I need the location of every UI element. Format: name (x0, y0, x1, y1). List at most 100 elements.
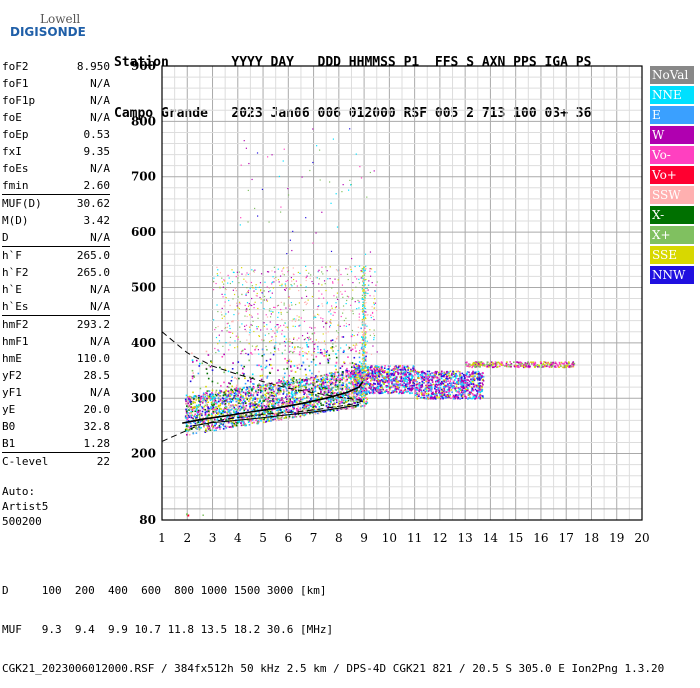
echo-point (476, 373, 478, 375)
echo-point (255, 412, 257, 414)
echo-point (261, 302, 262, 303)
echo-point (308, 394, 310, 396)
echo-point (239, 302, 240, 303)
echo-point (480, 361, 482, 363)
echo-point (217, 273, 218, 274)
echo-point (559, 363, 561, 365)
echo-point (230, 305, 231, 306)
echo-point (199, 422, 201, 424)
echo-point (474, 375, 476, 377)
echo-point (472, 365, 474, 367)
echo-point (555, 366, 557, 368)
echo-point (443, 380, 445, 382)
echo-point (294, 416, 296, 418)
echo-point (415, 384, 417, 386)
echo-point (473, 378, 475, 380)
echo-point (228, 382, 230, 384)
echo-point (399, 369, 401, 371)
echo-point (210, 407, 212, 409)
echo-point (354, 376, 356, 378)
echo-point (527, 361, 529, 363)
echo-point (373, 368, 375, 370)
echo-point (341, 374, 343, 376)
echo-point (449, 387, 451, 389)
echo-point (426, 393, 428, 395)
echo-point (209, 390, 211, 392)
echo-point (252, 422, 254, 424)
echo-point (278, 348, 279, 349)
echo-point (347, 371, 349, 373)
echo-point (330, 319, 331, 320)
echo-point (239, 400, 241, 402)
echo-point (478, 387, 480, 389)
echo-point (479, 379, 481, 381)
echo-point (352, 376, 354, 378)
echo-point (253, 392, 255, 394)
echo-point (529, 366, 531, 368)
echo-point (253, 291, 254, 292)
echo-point (412, 387, 414, 389)
echo-point (284, 304, 285, 305)
echo-point (268, 420, 270, 422)
echo-point (215, 394, 217, 396)
echo-point (330, 381, 332, 383)
echo-point (419, 387, 421, 389)
echo-point (204, 409, 206, 411)
echo-point (396, 386, 398, 388)
echo-point (221, 410, 223, 412)
echo-point (296, 365, 298, 367)
echo-point (277, 317, 278, 318)
echo-point (351, 393, 353, 395)
echo-point (203, 409, 205, 411)
echo-point (335, 381, 337, 383)
echo-point (195, 399, 197, 401)
echo-point (463, 374, 465, 376)
echo-point (430, 389, 432, 391)
echo-point (236, 422, 238, 424)
echo-point (192, 361, 194, 363)
echo-point (458, 389, 460, 391)
echo-point (359, 361, 361, 363)
echo-point (447, 378, 449, 380)
echo-point (208, 396, 210, 398)
echo-point (333, 403, 335, 405)
echo-point (236, 378, 238, 380)
echo-point (445, 385, 447, 387)
echo-point (218, 326, 219, 327)
echo-point (280, 390, 282, 392)
echo-point (208, 354, 210, 356)
echo-point (340, 347, 341, 348)
echo-point (444, 389, 446, 391)
echo-point (385, 372, 387, 374)
echo-point (225, 426, 227, 428)
echo-point (218, 351, 219, 352)
echo-point (370, 368, 372, 370)
echo-point (391, 392, 393, 394)
echo-point (294, 391, 296, 393)
echo-point (335, 302, 336, 303)
echo-point (336, 380, 338, 382)
echo-point (208, 425, 210, 427)
echo-point (350, 400, 352, 402)
echo-point (203, 426, 205, 428)
echo-point (353, 370, 355, 372)
echo-point (187, 396, 189, 398)
echo-point (243, 406, 245, 408)
echo-point (432, 397, 434, 399)
echo-point (301, 397, 303, 399)
echo-point (381, 370, 383, 372)
echo-point (232, 362, 234, 364)
echo-point (196, 408, 198, 410)
echo-point (431, 376, 433, 378)
echo-point (349, 375, 351, 377)
echo-point (389, 389, 391, 391)
echo-point (233, 415, 235, 417)
echo-point (223, 426, 225, 428)
echo-point (456, 375, 458, 377)
echo-point (217, 275, 218, 276)
echo-point (502, 364, 504, 366)
echo-point (245, 329, 246, 330)
echo-point (304, 406, 306, 408)
echo-point (310, 383, 312, 385)
echo-point (363, 339, 364, 340)
